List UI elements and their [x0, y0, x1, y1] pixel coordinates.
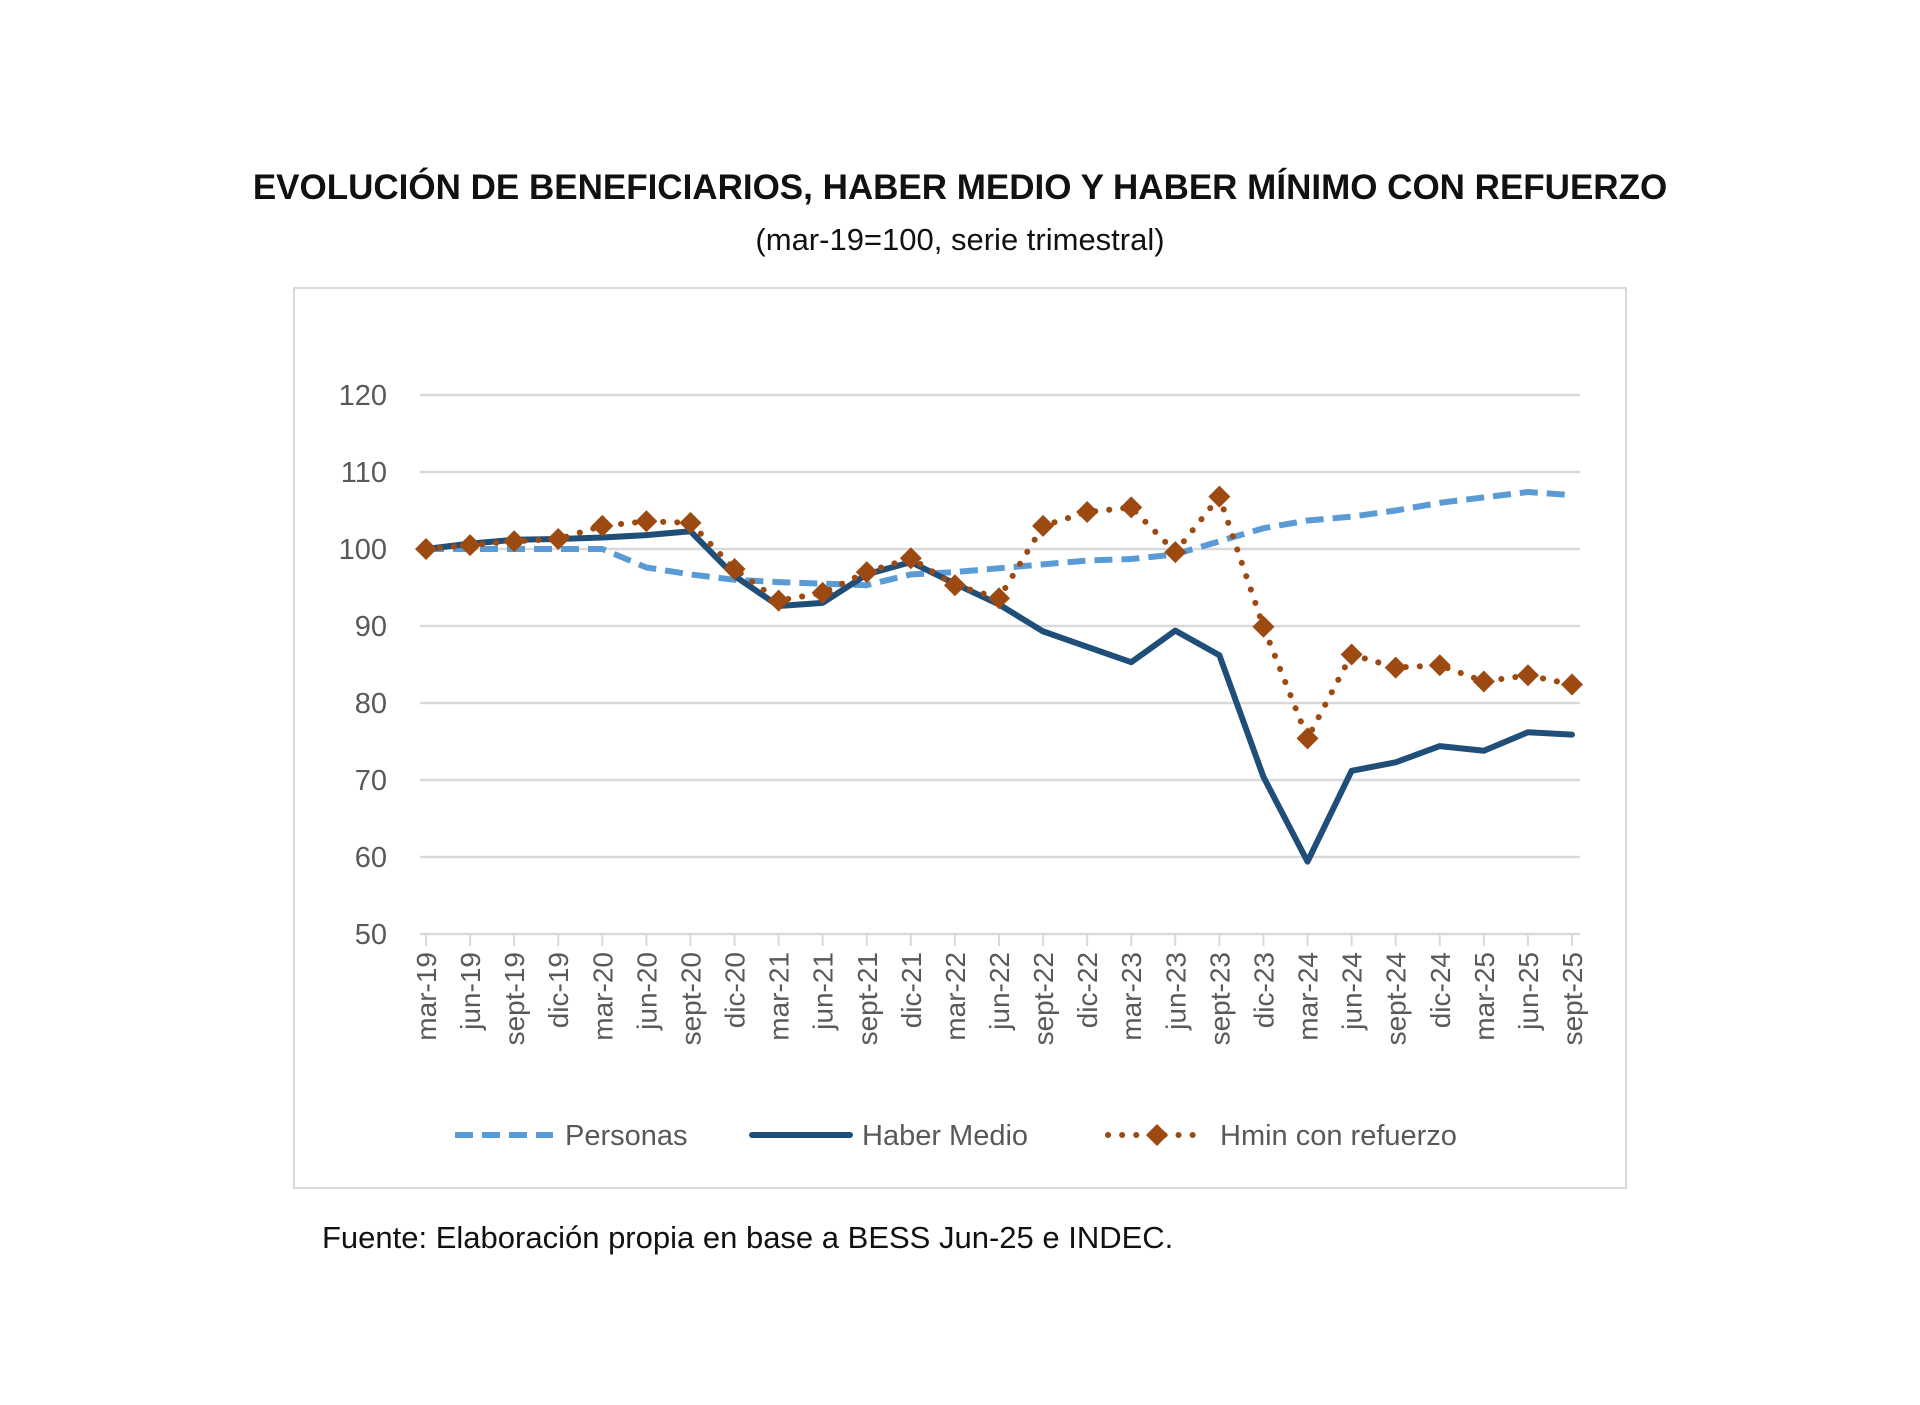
x-tick-label: jun-19 [455, 952, 486, 1031]
data-point-marker [591, 514, 614, 537]
chart-subtitle: (mar-19=100, serie trimestral) [755, 222, 1165, 257]
x-tick-label: mar-19 [411, 952, 442, 1041]
data-point-marker [503, 530, 526, 553]
y-tick-label: 60 [355, 842, 387, 874]
data-point-marker [1340, 643, 1363, 666]
data-point-marker [1428, 654, 1451, 677]
data-point-marker [547, 527, 570, 550]
x-tick-label: mar-20 [587, 952, 618, 1041]
data-point-marker [1120, 496, 1143, 519]
x-tick-label: dic-21 [896, 952, 927, 1028]
data-point-marker [1252, 615, 1275, 638]
x-tick-label: dic-19 [543, 952, 574, 1028]
data-point-marker [1472, 670, 1495, 693]
data-point-marker [1076, 501, 1099, 524]
legend-label: Hmin con refuerzo [1220, 1120, 1457, 1152]
legend-label: Personas [565, 1120, 688, 1152]
x-tick-label: jun-23 [1160, 952, 1191, 1031]
x-tick-label: jun-21 [808, 952, 839, 1031]
data-point-marker [855, 561, 878, 584]
legend-marker [1146, 1124, 1168, 1146]
x-tick-label: mar-24 [1293, 952, 1324, 1041]
data-point-marker [1164, 541, 1187, 564]
x-tick-label: mar-25 [1469, 952, 1500, 1041]
data-point-marker [767, 589, 790, 612]
data-point-marker [1208, 485, 1231, 508]
data-point-marker [899, 547, 922, 570]
x-tick-label: jun-22 [984, 952, 1015, 1031]
x-tick-label: mar-22 [940, 952, 971, 1041]
data-point-marker [723, 558, 746, 581]
x-tick-label: dic-24 [1425, 952, 1456, 1028]
x-tick-label: dic-22 [1072, 952, 1103, 1028]
source-note: Fuente: Elaboración propia en base a BES… [322, 1220, 1174, 1255]
y-tick-label: 80 [355, 688, 387, 720]
data-point-marker [1296, 727, 1319, 750]
x-tick-label: sept-22 [1028, 952, 1059, 1045]
data-point-marker [1516, 664, 1539, 687]
series-line-haber-medio [423, 528, 1575, 865]
data-point-marker [988, 587, 1010, 610]
x-tick-label: sept-23 [1204, 952, 1235, 1045]
x-tick-label: sept-24 [1381, 952, 1412, 1045]
data-point-marker [943, 574, 966, 597]
y-tick-label: 70 [355, 765, 387, 797]
y-tick-label: 90 [355, 611, 387, 643]
x-tick-label: dic-20 [720, 952, 751, 1028]
data-point-marker [679, 511, 702, 534]
y-tick-label: 100 [339, 534, 387, 566]
data-point-marker [1561, 673, 1583, 696]
legend-label: Haber Medio [862, 1120, 1028, 1152]
x-tick-label: dic-23 [1248, 952, 1279, 1028]
x-tick-label: jun-20 [631, 952, 662, 1031]
y-tick-label: 120 [339, 380, 387, 412]
y-tick-label: 50 [355, 919, 387, 951]
data-point-marker [415, 538, 437, 560]
series-line-personas [426, 489, 1573, 589]
y-tick-label: 110 [341, 457, 387, 489]
x-tick-label: sept-19 [499, 952, 530, 1045]
chart-title: EVOLUCIÓN DE BENEFICIARIOS, HABER MEDIO … [252, 168, 1668, 207]
x-tick-label: jun-24 [1337, 952, 1368, 1031]
data-point-marker [635, 510, 658, 533]
chart-frame [293, 287, 1627, 1189]
data-point-marker [1032, 514, 1055, 537]
data-point-marker [811, 581, 834, 604]
x-tick-label: sept-21 [852, 952, 883, 1045]
data-point-marker [1384, 656, 1407, 679]
x-tick-label: mar-23 [1116, 952, 1147, 1041]
x-tick-label: mar-21 [764, 952, 795, 1041]
x-tick-label: jun-25 [1513, 952, 1544, 1031]
x-tick-label: sept-25 [1557, 952, 1588, 1045]
data-point-marker [459, 534, 482, 557]
x-tick-label: sept-20 [675, 952, 706, 1045]
